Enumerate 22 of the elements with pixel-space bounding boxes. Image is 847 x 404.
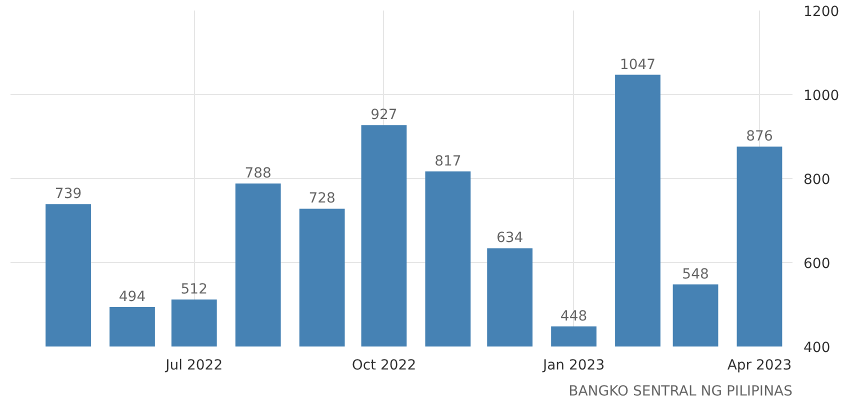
data-label: 817: [434, 153, 462, 170]
y-tick-label: 800: [804, 172, 830, 188]
y-tick-label: 1200: [804, 4, 840, 20]
data-label: 1047: [620, 56, 656, 73]
data-label: 634: [496, 230, 524, 246]
y-tick-label: 1000: [804, 88, 840, 104]
text: BANGKO SENTRAL NG PILIPINAS: [568, 384, 793, 400]
x-tick-label: Jul 2022: [164, 358, 223, 374]
x-tick-label: Apr 2023: [727, 358, 792, 374]
data-label: 512: [180, 281, 208, 298]
x-tick-label: Oct 2022: [352, 358, 416, 374]
data-label: 494: [118, 289, 146, 306]
y-tick-label: 600: [804, 256, 830, 272]
data-label: 739: [54, 186, 82, 202]
data-label: 927: [370, 107, 398, 124]
data-label: 876: [746, 128, 773, 145]
data-label: 448: [560, 308, 588, 324]
data-label: 728: [308, 190, 336, 207]
x-tick-label: Jan 2023: [542, 358, 605, 374]
y-tick-label: 400: [804, 340, 830, 356]
data-label: 548: [682, 266, 709, 282]
data-label: 788: [244, 166, 272, 182]
